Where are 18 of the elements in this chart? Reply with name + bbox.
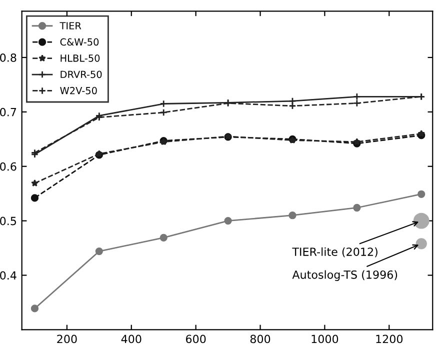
y-tick-label: 0.8 [0,53,16,62]
legend-label: HLBL-50 [60,54,100,62]
legend-label: W2V-50 [60,86,97,94]
y-tick-label: 0.4 [0,271,16,280]
y-tick-label: 0.6 [0,162,16,171]
x-tick-label: 200 [57,334,77,344]
legend-label: TIER [60,22,82,30]
legend-label: DRVR-50 [60,70,102,78]
x-tick-label: 1200 [376,334,403,344]
x-tick-label: 1000 [312,334,338,344]
x-tick-label: 600 [186,334,206,344]
y-tick-label: 0.5 [0,216,16,226]
annotation: TIER-lite (2012) [292,247,378,258]
annotation: Autoslog-TS (1996) [292,270,398,281]
x-tick-label: 800 [250,334,270,344]
x-tick-label: 400 [121,334,142,344]
y-tick-label: 0.7 [0,108,16,116]
legend-label: C&W-50 [60,38,99,46]
